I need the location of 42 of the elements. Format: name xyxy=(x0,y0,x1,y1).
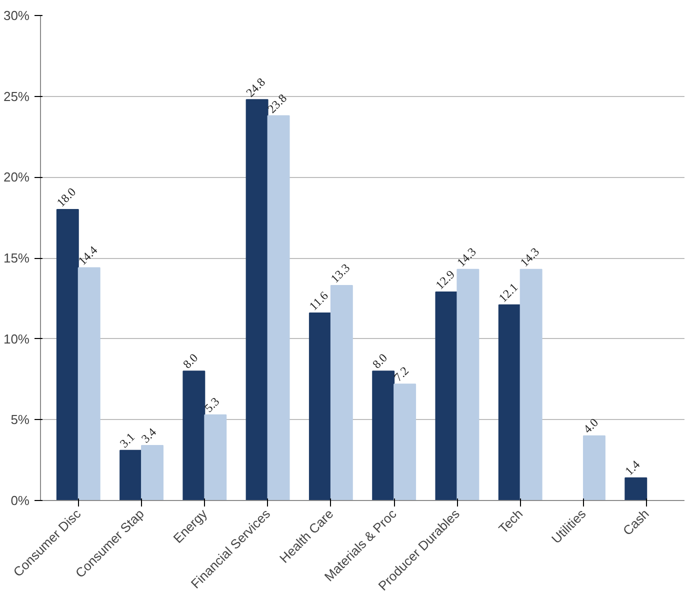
data-label: 14.3 xyxy=(517,244,542,270)
bar xyxy=(182,370,206,500)
bar xyxy=(372,370,395,500)
data-label: 7.2 xyxy=(391,364,412,384)
data-label: 12.1 xyxy=(496,280,521,306)
bar xyxy=(246,99,268,500)
bar xyxy=(78,267,100,500)
data-label: 4.0 xyxy=(580,415,601,436)
y-tick-label: 10% xyxy=(3,331,30,346)
data-label: 8.0 xyxy=(180,350,201,372)
data-label: 11.6 xyxy=(306,288,331,314)
bar xyxy=(267,115,290,500)
x-tick-label: Tech xyxy=(496,506,526,536)
data-label: 14.4 xyxy=(75,243,100,268)
y-tick-label: 25% xyxy=(3,88,30,104)
y-tick-label: 5% xyxy=(10,412,30,428)
bar xyxy=(498,304,521,500)
bar xyxy=(308,312,332,500)
data-label: 3.4 xyxy=(138,425,159,446)
bar xyxy=(56,209,79,500)
y-tick-label: 15% xyxy=(3,250,30,266)
bar xyxy=(394,384,416,500)
bar xyxy=(120,450,142,500)
data-label: 8.0 xyxy=(370,350,390,372)
data-label: 18.0 xyxy=(54,184,79,210)
bar xyxy=(520,268,542,500)
data-label: 14.3 xyxy=(454,244,479,270)
data-label: 13.3 xyxy=(328,260,353,286)
bar xyxy=(624,477,648,500)
data-label: 1.4 xyxy=(622,457,643,478)
data-label: 12.9 xyxy=(432,267,458,292)
y-tick-label: 30% xyxy=(3,8,30,23)
bar xyxy=(582,435,606,500)
y-tick-label: 20% xyxy=(3,170,30,185)
y-tick-label: 0% xyxy=(10,493,30,508)
data-label: 3.1 xyxy=(117,430,138,451)
data-label: 5.3 xyxy=(202,394,222,415)
bar xyxy=(204,414,227,500)
bar xyxy=(456,268,480,500)
bar xyxy=(435,291,458,500)
bar xyxy=(330,284,353,500)
bar xyxy=(141,445,164,500)
